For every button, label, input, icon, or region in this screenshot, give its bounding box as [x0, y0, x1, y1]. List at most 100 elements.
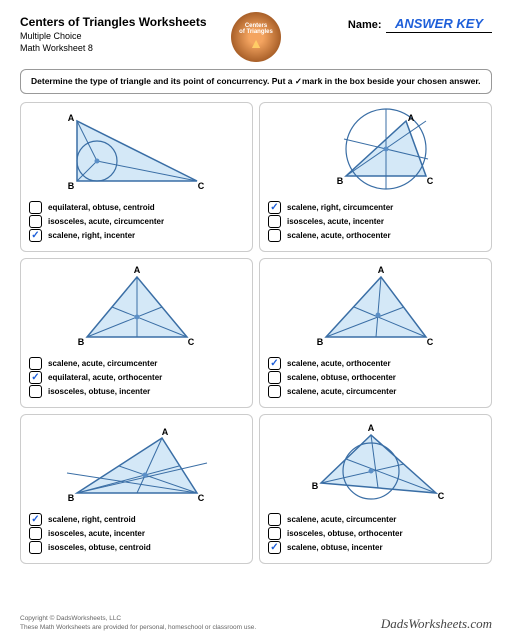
- options-list: scalene, acute, circumcenter isosceles, …: [268, 513, 483, 554]
- checkbox[interactable]: ✓: [29, 371, 42, 384]
- option-label: isosceles, acute, incenter: [287, 217, 384, 226]
- option-label: isosceles, obtuse, incenter: [48, 387, 150, 396]
- svg-text:A: A: [161, 427, 168, 437]
- svg-text:B: B: [311, 481, 318, 491]
- answer-option[interactable]: ✓ scalene, acute, orthocenter: [268, 357, 483, 370]
- checkbox[interactable]: [29, 541, 42, 554]
- checkbox[interactable]: ✓: [268, 357, 281, 370]
- answer-option[interactable]: scalene, acute, circumcenter: [268, 385, 483, 398]
- option-label: isosceles, obtuse, centroid: [48, 543, 151, 552]
- checkbox[interactable]: [268, 229, 281, 242]
- checkbox[interactable]: [268, 527, 281, 540]
- answer-option[interactable]: isosceles, obtuse, incenter: [29, 385, 244, 398]
- option-label: scalene, acute, orthocenter: [287, 359, 391, 368]
- svg-text:A: A: [133, 265, 140, 275]
- svg-text:B: B: [77, 337, 84, 347]
- options-list: scalene, acute, circumcenter ✓ equilater…: [29, 357, 244, 398]
- svg-text:C: C: [187, 337, 194, 347]
- option-label: scalene, acute, orthocenter: [287, 231, 391, 240]
- option-label: equilateral, acute, orthocenter: [48, 373, 162, 382]
- svg-text:A: A: [367, 423, 374, 433]
- problem-card: A B C scalene, acute, circumcenter ✓ equil…: [20, 258, 253, 408]
- triangle-figure: A B C: [57, 111, 217, 196]
- name-label: Name:: [348, 19, 382, 31]
- badge-icon: Centers of Triangles ▲: [231, 12, 281, 62]
- answer-option[interactable]: ✓ scalene, right, circumcenter: [268, 201, 483, 214]
- checkbox[interactable]: [29, 201, 42, 214]
- worksheet-page: Centers of Triangles Worksheets Multiple…: [0, 0, 512, 640]
- answer-option[interactable]: ✓ equilateral, acute, orthocenter: [29, 371, 244, 384]
- option-label: isosceles, acute, incenter: [48, 529, 145, 538]
- svg-text:C: C: [197, 181, 204, 191]
- checkbox[interactable]: [29, 215, 42, 228]
- logo: DadsWorksheets.com: [381, 616, 492, 632]
- name-value: ANSWER KEY: [386, 16, 492, 33]
- problem-grid: A B C equilateral, obtuse, centroid isosce…: [20, 102, 492, 564]
- options-list: ✓ scalene, right, centroid isosceles, ac…: [29, 513, 244, 554]
- title: Centers of Triangles Worksheets: [20, 15, 207, 29]
- problem-card: A B C scalene, acute, circumcenter isoscel…: [259, 414, 492, 564]
- checkbox[interactable]: [29, 357, 42, 370]
- checkbox[interactable]: ✓: [29, 229, 42, 242]
- option-label: scalene, acute, circumcenter: [287, 515, 396, 524]
- svg-text:C: C: [426, 337, 433, 347]
- header: Centers of Triangles Worksheets Multiple…: [20, 15, 492, 54]
- option-label: equilateral, obtuse, centroid: [48, 203, 155, 212]
- options-list: equilateral, obtuse, centroid isosceles,…: [29, 201, 244, 242]
- option-label: isosceles, obtuse, orthocenter: [287, 529, 403, 538]
- triangle-figure: A B C: [57, 267, 217, 352]
- triangle-figure: ABC: [57, 423, 217, 508]
- answer-option[interactable]: ✓ scalene, right, incenter: [29, 229, 244, 242]
- answer-option[interactable]: isosceles, obtuse, orthocenter: [268, 527, 483, 540]
- checkbox[interactable]: ✓: [29, 513, 42, 526]
- problem-card: A B C equilateral, obtuse, centroid isosce…: [20, 102, 253, 252]
- checkbox[interactable]: [29, 527, 42, 540]
- triangle-figure: ABC: [296, 267, 456, 352]
- answer-option[interactable]: isosceles, obtuse, centroid: [29, 541, 244, 554]
- answer-option[interactable]: isosceles, acute, circumcenter: [29, 215, 244, 228]
- svg-text:C: C: [426, 176, 433, 186]
- option-label: scalene, acute, circumcenter: [287, 387, 396, 396]
- title-block: Centers of Triangles Worksheets Multiple…: [20, 15, 207, 54]
- checkbox[interactable]: [268, 513, 281, 526]
- option-label: scalene, right, centroid: [48, 515, 136, 524]
- svg-text:B: B: [316, 337, 323, 347]
- checkbox[interactable]: [268, 371, 281, 384]
- subtitle-2: Math Worksheet 8: [20, 43, 207, 55]
- triangle-figure: A B C: [296, 423, 456, 508]
- svg-text:B: B: [67, 181, 74, 191]
- svg-text:A: A: [407, 113, 414, 123]
- answer-option[interactable]: scalene, obtuse, orthocenter: [268, 371, 483, 384]
- svg-text:A: A: [67, 113, 74, 123]
- option-label: scalene, obtuse, incenter: [287, 543, 383, 552]
- subtitle-1: Multiple Choice: [20, 31, 207, 43]
- answer-option[interactable]: equilateral, obtuse, centroid: [29, 201, 244, 214]
- answer-option[interactable]: isosceles, acute, incenter: [268, 215, 483, 228]
- option-label: scalene, obtuse, orthocenter: [287, 373, 396, 382]
- answer-option[interactable]: scalene, acute, circumcenter: [29, 357, 244, 370]
- answer-option[interactable]: ✓ scalene, obtuse, incenter: [268, 541, 483, 554]
- option-label: scalene, right, incenter: [48, 231, 135, 240]
- checkbox[interactable]: ✓: [268, 201, 281, 214]
- problem-card: ABC ✓ scalene, right, centroid isosceles…: [20, 414, 253, 564]
- triangle-figure: A B C: [296, 111, 456, 196]
- footer: Copyright © DadsWorksheets, LLC These Ma…: [20, 615, 492, 632]
- option-label: scalene, right, circumcenter: [287, 203, 393, 212]
- name-block: Name: ANSWER KEY: [348, 15, 492, 33]
- checkbox[interactable]: [268, 215, 281, 228]
- svg-text:B: B: [67, 493, 74, 503]
- answer-option[interactable]: ✓ scalene, right, centroid: [29, 513, 244, 526]
- checkbox[interactable]: [29, 385, 42, 398]
- svg-text:C: C: [437, 491, 444, 501]
- option-label: isosceles, acute, circumcenter: [48, 217, 164, 226]
- checkbox[interactable]: [268, 385, 281, 398]
- checkbox[interactable]: ✓: [268, 541, 281, 554]
- options-list: ✓ scalene, acute, orthocenter scalene, o…: [268, 357, 483, 398]
- answer-option[interactable]: isosceles, acute, incenter: [29, 527, 244, 540]
- answer-option[interactable]: scalene, acute, circumcenter: [268, 513, 483, 526]
- svg-text:B: B: [336, 176, 343, 186]
- problem-card: A B C ✓ scalene, right, circumcenter isosc…: [259, 102, 492, 252]
- answer-option[interactable]: scalene, acute, orthocenter: [268, 229, 483, 242]
- option-label: scalene, acute, circumcenter: [48, 359, 157, 368]
- problem-card: ABC ✓ scalene, acute, orthocenter scalen…: [259, 258, 492, 408]
